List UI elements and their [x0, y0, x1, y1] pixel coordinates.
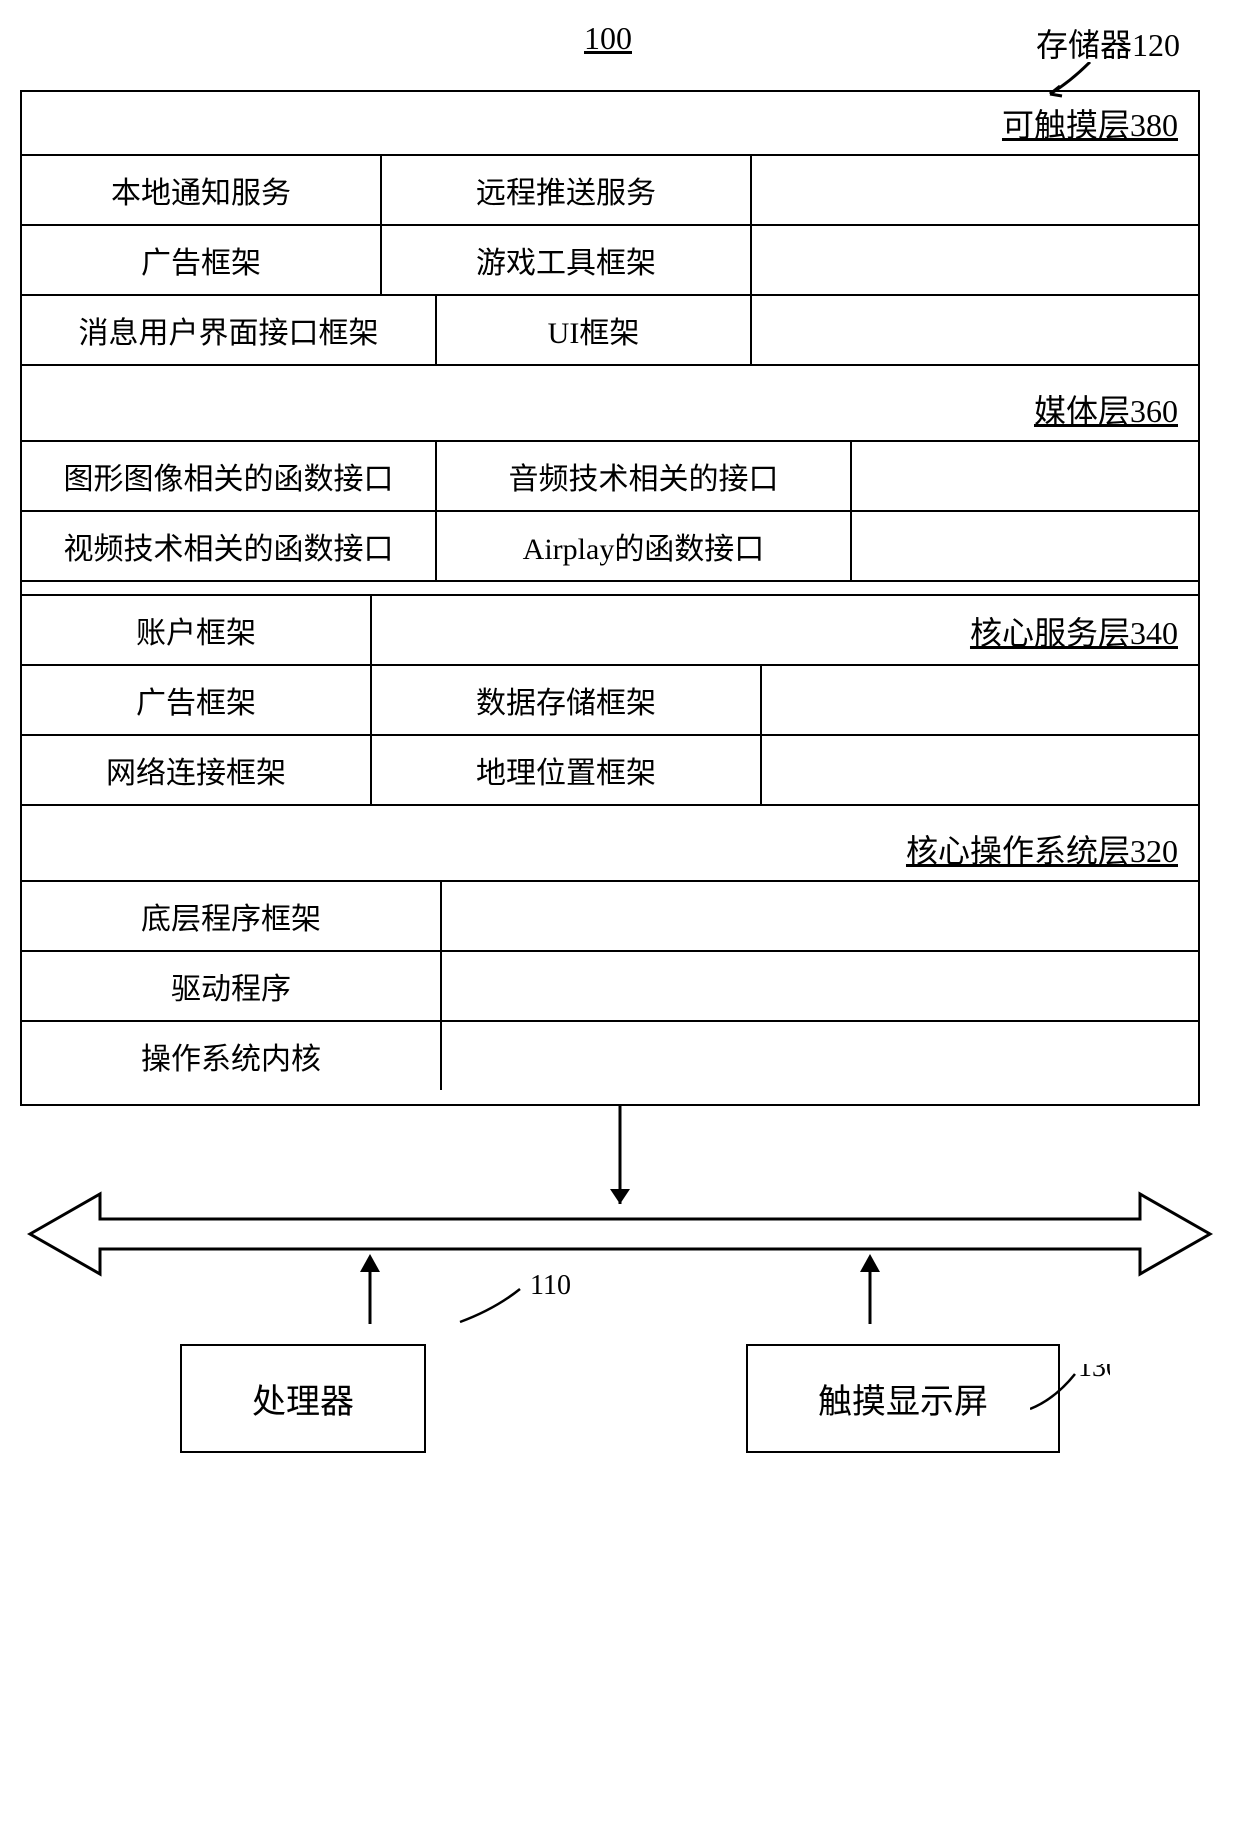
cell-lowlevel: 底层程序框架	[22, 882, 442, 950]
cell-geolocation: 地理位置框架	[372, 736, 762, 804]
cell-ad-framework: 广告框架	[22, 226, 382, 294]
touchscreen-label: 触摸显示屏	[818, 1384, 988, 1421]
touch-layer: 可触摸层380 本地通知服务 远程推送服务 广告框架 游戏工具框架 消息用户界面…	[22, 92, 1198, 378]
processor-label: 处理器	[252, 1384, 354, 1421]
processor-box: 处理器	[180, 1344, 426, 1453]
ref-110-text: 110	[530, 1270, 571, 1301]
core-os-layer: 核心操作系统层320 底层程序框架 驱动程序 操作系统内核	[22, 818, 1198, 1090]
diagram-container: 100 存储器120 可触摸层380 本地通知服务 远程推送服务 广告框架 游戏…	[20, 20, 1220, 1453]
svg-text:130: 130	[1078, 1364, 1110, 1383]
touchscreen-box: 触摸显示屏	[746, 1344, 1060, 1453]
main-architecture-box: 可触摸层380 本地通知服务 远程推送服务 广告框架 游戏工具框架 消息用户界面…	[20, 90, 1200, 1106]
media-layer: 媒体层360 图形图像相关的函数接口 音频技术相关的接口 视频技术相关的函数接口…	[22, 378, 1198, 594]
cell-video-api: 视频技术相关的函数接口	[22, 512, 437, 580]
cell-airplay-api: Airplay的函数接口	[437, 512, 852, 580]
cell-drivers: 驱动程序	[22, 952, 442, 1020]
cell-network: 网络连接框架	[22, 736, 372, 804]
cell-ad-framework2: 广告框架	[22, 666, 372, 734]
media-layer-title: 媒体层360	[22, 378, 1198, 440]
core-services-layer: 账户框架 核心服务层340 广告框架 数据存储框架 网络连接框架 地理位置框架	[22, 594, 1198, 818]
ref-130-icon: 130	[1030, 1364, 1110, 1424]
cell-game-tools: 游戏工具框架	[382, 226, 752, 294]
figure-number: 100	[584, 20, 632, 57]
cell-audio-api: 音频技术相关的接口	[437, 442, 852, 510]
cell-graphics-api: 图形图像相关的函数接口	[22, 442, 437, 510]
cell-local-notify: 本地通知服务	[22, 156, 382, 224]
bus-arrows-icon: 110	[20, 1104, 1220, 1324]
core-services-title: 核心服务层340	[372, 596, 1198, 662]
core-os-title: 核心操作系统层320	[22, 818, 1198, 880]
cell-ui-framework: UI框架	[437, 296, 752, 364]
cell-kernel: 操作系统内核	[22, 1022, 442, 1090]
bus-section: 110	[20, 1104, 1220, 1324]
top-labels: 100 存储器120	[20, 20, 1220, 80]
storage-label: 存储器120	[1036, 20, 1180, 66]
bottom-boxes: 处理器 触摸显示屏 130	[20, 1344, 1220, 1453]
touch-layer-title: 可触摸层380	[22, 92, 1198, 154]
cell-data-storage: 数据存储框架	[372, 666, 762, 734]
cell-msg-ui: 消息用户界面接口框架	[22, 296, 437, 364]
cell-account: 账户框架	[22, 596, 372, 664]
cell-remote-push: 远程推送服务	[382, 156, 752, 224]
